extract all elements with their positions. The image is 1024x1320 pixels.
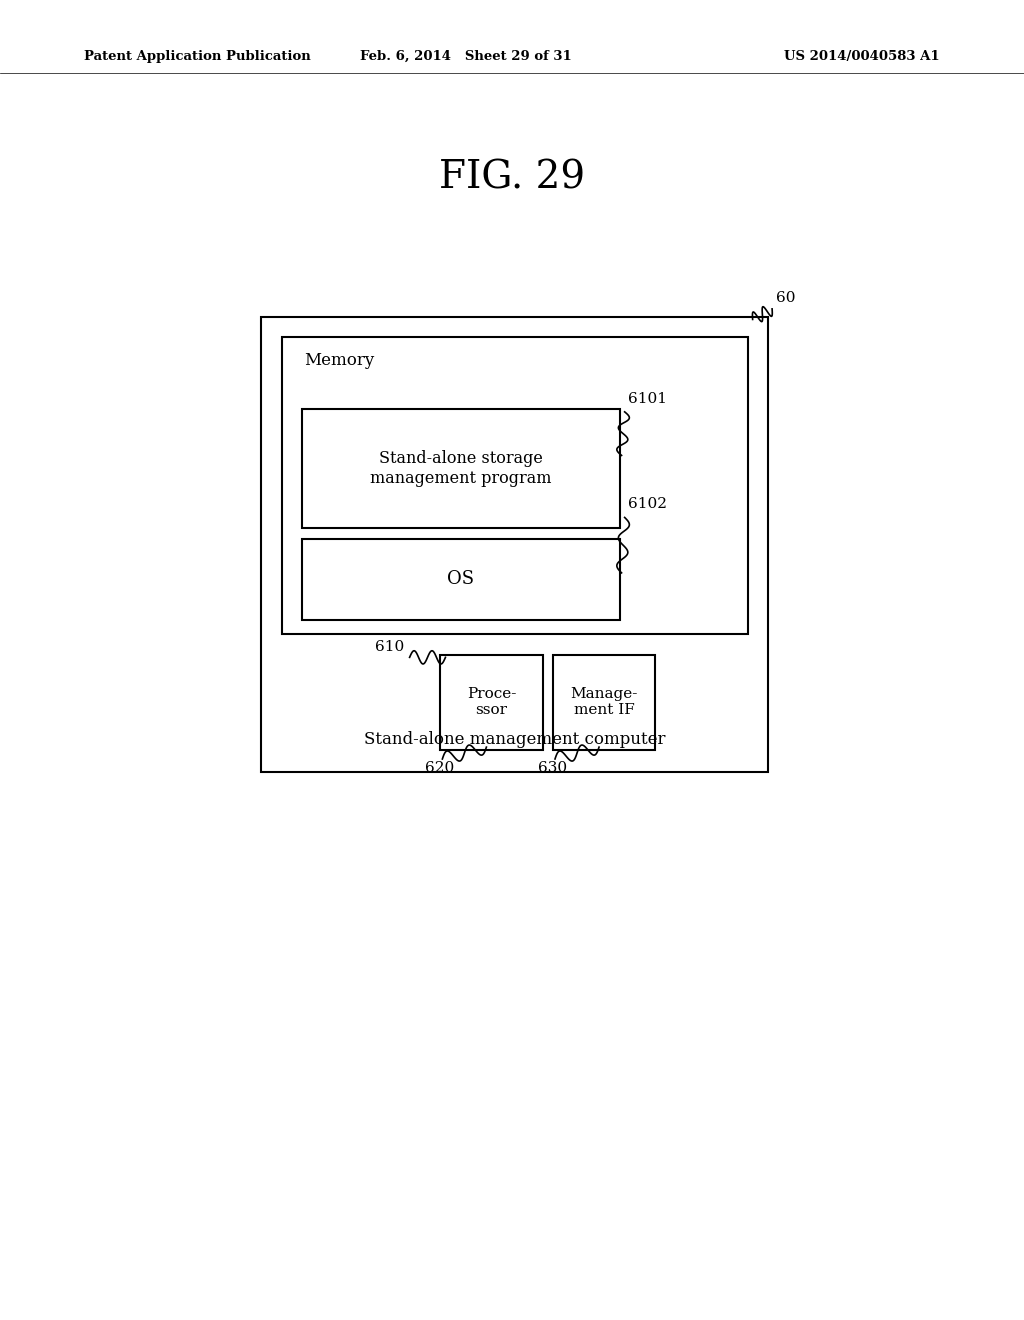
Text: Stand-alone storage
management program: Stand-alone storage management program — [370, 450, 552, 487]
Text: FIG. 29: FIG. 29 — [439, 160, 585, 197]
FancyBboxPatch shape — [282, 337, 748, 634]
Text: 60: 60 — [776, 292, 796, 305]
Text: Manage-
ment IF: Manage- ment IF — [570, 688, 638, 717]
FancyBboxPatch shape — [440, 655, 543, 750]
Text: Memory: Memory — [304, 352, 375, 370]
Text: Proce-
ssor: Proce- ssor — [467, 688, 516, 717]
Text: Patent Application Publication: Patent Application Publication — [84, 50, 310, 63]
FancyBboxPatch shape — [302, 409, 620, 528]
Text: 6101: 6101 — [628, 392, 667, 405]
Text: 630: 630 — [538, 762, 566, 775]
Text: Stand-alone management computer: Stand-alone management computer — [364, 731, 666, 748]
Text: US 2014/0040583 A1: US 2014/0040583 A1 — [784, 50, 940, 63]
FancyBboxPatch shape — [302, 539, 620, 620]
FancyBboxPatch shape — [553, 655, 655, 750]
Text: Feb. 6, 2014   Sheet 29 of 31: Feb. 6, 2014 Sheet 29 of 31 — [360, 50, 571, 63]
Text: OS: OS — [447, 570, 474, 589]
Text: 620: 620 — [425, 762, 455, 775]
FancyBboxPatch shape — [261, 317, 768, 772]
Text: 6102: 6102 — [628, 498, 667, 511]
Text: 610: 610 — [375, 640, 404, 653]
